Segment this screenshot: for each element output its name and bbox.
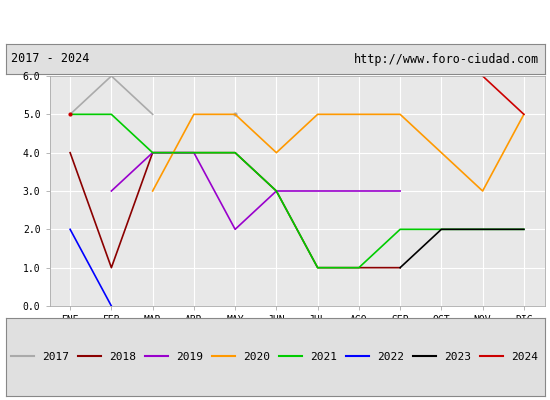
Legend: 2017, 2018, 2019, 2020, 2021, 2022, 2023, 2024: 2017, 2018, 2019, 2020, 2021, 2022, 2023… (7, 348, 543, 366)
Text: http://www.foro-ciudad.com: http://www.foro-ciudad.com (354, 52, 539, 66)
Text: 2017 - 2024: 2017 - 2024 (11, 52, 89, 66)
Text: Evolucion del paro registrado en Fuentelsaz: Evolucion del paro registrado en Fuentel… (68, 14, 482, 28)
